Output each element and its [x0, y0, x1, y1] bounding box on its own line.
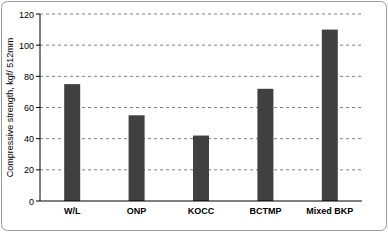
grid-line — [40, 76, 362, 77]
y-tick-label: 100 — [19, 41, 34, 51]
y-tick — [36, 201, 40, 202]
y-tick — [36, 169, 40, 170]
bar — [257, 89, 273, 201]
y-tick — [36, 14, 40, 15]
bars — [64, 30, 338, 201]
bar — [129, 115, 145, 201]
grid-line — [40, 45, 362, 46]
y-tick-label: 120 — [19, 10, 34, 20]
y-tick-label: 20 — [24, 165, 34, 175]
x-tick-label: Mixed BKP — [306, 206, 353, 216]
y-tick-label: 60 — [24, 103, 34, 113]
y-tick-label: 0 — [29, 197, 34, 207]
y-tick-label: 80 — [24, 72, 34, 82]
y-tick — [36, 45, 40, 46]
x-tick-label: KOCC — [188, 206, 215, 216]
x-tick-label: BCTMP — [249, 206, 281, 216]
chart-container: 0 20 40 60 80 100 120 W/L ONP KOCC BCTMP Mixed BKP C… — [0, 0, 388, 232]
figure-frame — [2, 2, 387, 231]
bar — [64, 84, 80, 201]
y-axis — [40, 14, 41, 201]
x-tick-label: ONP — [127, 206, 147, 216]
y-axis-label: Compressive strength, kgf/ 512mm — [5, 38, 15, 178]
y-tick — [36, 107, 40, 108]
bar — [193, 136, 209, 201]
x-axis — [40, 201, 362, 202]
y-tick — [36, 138, 40, 139]
chart-svg: 0 20 40 60 80 100 120 W/L ONP KOCC BCTMP Mixed BKP C… — [0, 0, 388, 232]
x-tick-label: W/L — [64, 206, 81, 216]
y-tick-label: 40 — [24, 134, 34, 144]
grid-line — [40, 107, 362, 108]
bar — [322, 30, 338, 201]
grid-line — [40, 14, 362, 15]
y-tick — [36, 76, 40, 77]
